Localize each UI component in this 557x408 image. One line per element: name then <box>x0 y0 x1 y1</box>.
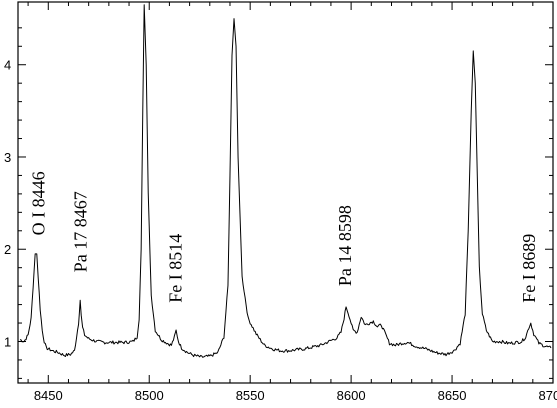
y-tick-label: 4 <box>4 58 11 73</box>
line-annotation: Fe I 8689 <box>519 234 539 303</box>
plot-frame <box>17 1 554 384</box>
x-tick-label: 8650 <box>438 388 467 403</box>
x-tick-label: 8700 <box>539 388 557 403</box>
x-tick-label: 8550 <box>236 388 265 403</box>
x-tick-label: 8450 <box>34 388 63 403</box>
plot-border <box>17 1 554 384</box>
annotation-layer: O I 8446 Pa 17 8467 Fe I 8514 Pa 14 8598 Fe … <box>28 171 539 302</box>
y-tick-label: 3 <box>4 150 11 165</box>
y-tick-label: 2 <box>4 242 11 257</box>
y-axis-ticks: 1 2 3 4 <box>4 27 553 379</box>
x-tick-label: 8600 <box>337 388 366 403</box>
line-annotation: Pa 14 8598 <box>335 205 355 286</box>
spectrum-line <box>19 4 552 358</box>
series-layer <box>19 4 552 358</box>
line-annotation: O I 8446 <box>28 171 48 235</box>
line-annotation: Fe I 8514 <box>166 234 186 303</box>
x-tick-label: 8500 <box>135 388 164 403</box>
y-tick-label: 1 <box>4 334 11 349</box>
x-axis-ticks: 8450 8500 8550 8600 8650 8700 <box>27 2 557 403</box>
line-annotation: Pa 17 8467 <box>71 191 91 272</box>
